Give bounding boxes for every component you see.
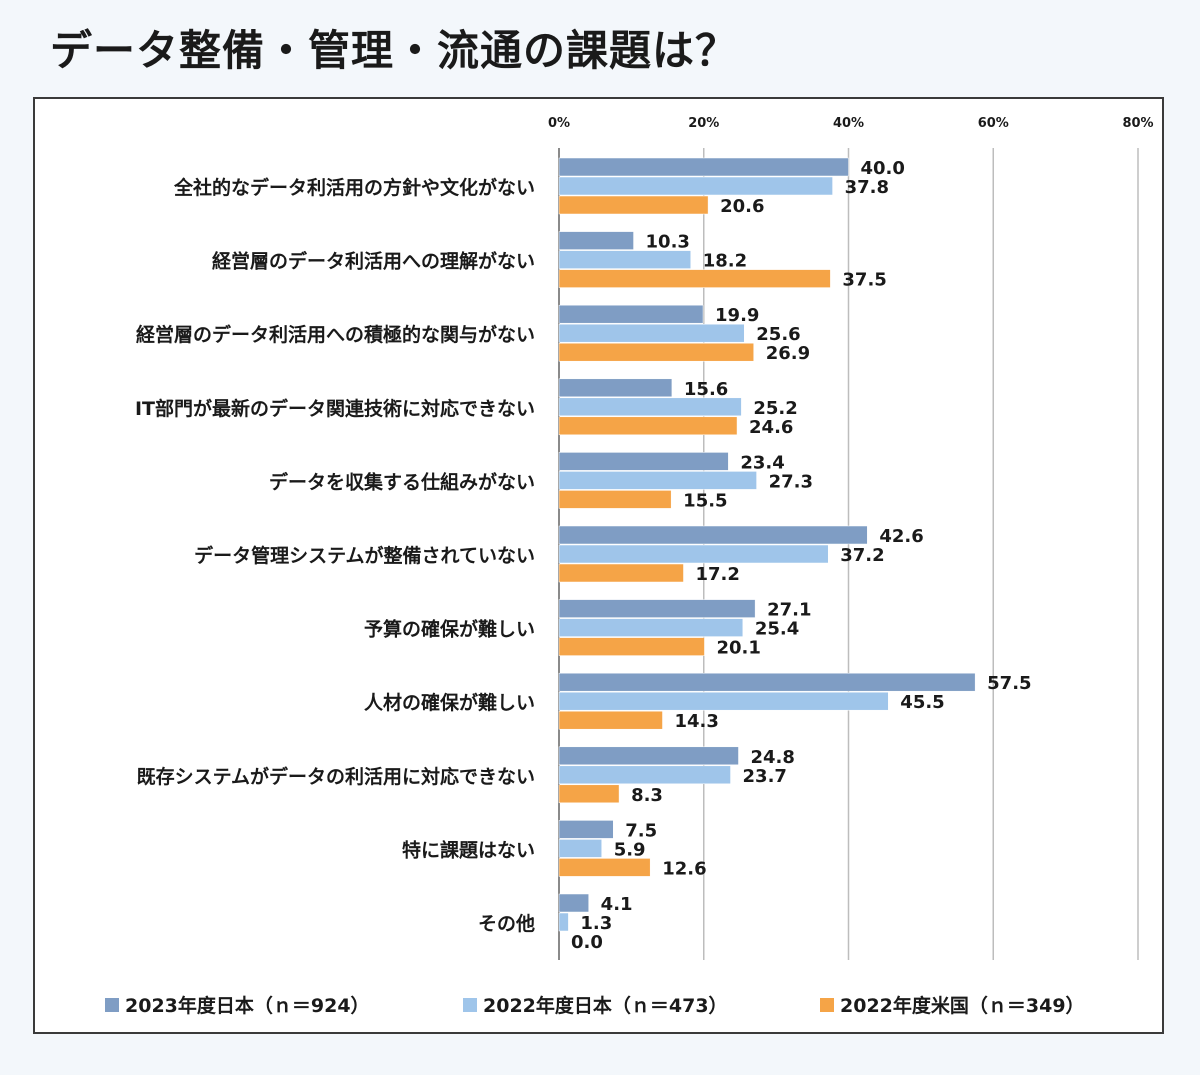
bar	[558, 784, 620, 804]
value-label: 15.5	[683, 490, 727, 511]
value-label: 7.5	[625, 820, 657, 841]
value-label: 18.2	[703, 251, 747, 272]
bar	[558, 618, 744, 637]
legend-label: 2022年度米国（ｎ＝349）	[840, 994, 1085, 1017]
bar	[558, 599, 756, 618]
bar	[558, 544, 829, 564]
value-label: 17.2	[695, 564, 739, 585]
bar	[558, 304, 704, 324]
value-label: 24.8	[750, 747, 794, 768]
value-label: 19.9	[715, 305, 759, 326]
category-label: IT部門が最新のデータ関連技術に対応できない	[135, 397, 535, 420]
x-axis-ticks: 0% 20% 40% 60% 80%	[548, 116, 1154, 131]
category-label: 全社的なデータ利活用の方針や文化がない	[173, 176, 535, 199]
bar	[558, 637, 705, 656]
value-label: 20.1	[716, 638, 760, 659]
value-label: 8.3	[631, 785, 663, 806]
bar	[558, 893, 589, 913]
x-tick-label: 80%	[1122, 116, 1153, 131]
bar	[558, 452, 729, 471]
value-label: 15.6	[684, 379, 728, 400]
bar	[558, 378, 673, 398]
bar	[558, 858, 651, 877]
value-label: 42.6	[879, 526, 923, 547]
value-label: 10.3	[646, 232, 690, 253]
value-label: 5.9	[614, 839, 646, 860]
value-label: 27.1	[767, 600, 811, 621]
bar	[558, 195, 709, 215]
value-label: 14.3	[674, 711, 718, 732]
bar	[558, 157, 849, 177]
bar	[558, 416, 738, 436]
category-label: 経営層のデータ利活用への理解がない	[212, 250, 535, 273]
category-label: その他	[478, 912, 535, 935]
value-label: 37.5	[842, 270, 886, 291]
bar	[558, 397, 742, 417]
value-label: 37.8	[845, 177, 889, 198]
value-label: 25.2	[753, 398, 797, 419]
category-label: データ管理システムが整備されていない	[194, 544, 535, 567]
bar	[558, 342, 754, 362]
bar	[558, 746, 739, 766]
value-label: 24.6	[749, 417, 793, 438]
bar	[558, 839, 602, 858]
category-label: 特に課題はない	[402, 838, 535, 861]
category-label: 人材の確保が難しい	[364, 691, 535, 714]
bar	[558, 471, 757, 490]
bar	[558, 672, 976, 692]
bar	[558, 269, 831, 288]
bar	[558, 525, 868, 545]
bar	[558, 563, 684, 583]
category-labels: 全社的なデータ利活用の方針や文化がない経営層のデータ利活用への理解がない経営層の…	[135, 176, 535, 935]
bar	[558, 765, 731, 785]
value-label: 1.3	[580, 913, 612, 934]
value-label: 57.5	[987, 673, 1031, 694]
legend: 2023年度日本（ｎ＝924） 2022年度日本（ｎ＝473） 2022年度米国（ｎ…	[105, 994, 1085, 1017]
bar	[558, 710, 663, 730]
page-title: データ整備・管理・流通の課題は？	[50, 26, 739, 75]
category-label: 既存システムがデータの利活用に対応できない	[137, 765, 535, 788]
x-tick-label: 0%	[548, 116, 570, 131]
legend-swatch	[105, 998, 119, 1012]
bar	[558, 250, 691, 269]
value-label: 27.3	[769, 471, 813, 492]
x-tick-label: 20%	[688, 116, 719, 131]
value-label: 12.6	[662, 858, 706, 879]
value-label: 40.0	[861, 158, 905, 179]
category-label: 予算の確保が難しい	[364, 618, 535, 641]
value-label: 20.6	[720, 196, 764, 217]
value-label: 45.5	[900, 692, 944, 713]
bar	[558, 490, 672, 509]
legend-label: 2022年度日本（ｎ＝473）	[483, 994, 728, 1017]
bar	[558, 176, 833, 196]
x-tick-label: 60%	[978, 116, 1009, 131]
x-tick-label: 40%	[833, 116, 864, 131]
bar	[558, 323, 745, 343]
category-label: データを収集する仕組みがない	[269, 470, 535, 493]
bar	[558, 231, 634, 250]
value-labels: 40.037.8 20.6 10.3 18.2 37.5 19.925.626.9 15.6…	[571, 158, 1032, 953]
bar	[558, 820, 614, 839]
value-label: 23.4	[740, 452, 784, 473]
value-label: 23.7	[743, 766, 787, 787]
bars	[558, 157, 976, 932]
legend-label: 2023年度日本（ｎ＝924）	[125, 994, 370, 1017]
bar	[558, 912, 569, 932]
legend-swatch	[463, 998, 477, 1012]
value-label: 37.2	[840, 545, 884, 566]
category-label: 経営層のデータ利活用への積極的な関与がない	[136, 323, 535, 346]
value-label: 0.0	[571, 932, 603, 953]
legend-swatch	[820, 998, 834, 1012]
value-label: 26.9	[766, 343, 810, 364]
bar	[558, 691, 889, 711]
value-label: 4.1	[601, 894, 633, 915]
value-label: 25.6	[756, 324, 800, 345]
value-label: 25.4	[755, 619, 799, 640]
